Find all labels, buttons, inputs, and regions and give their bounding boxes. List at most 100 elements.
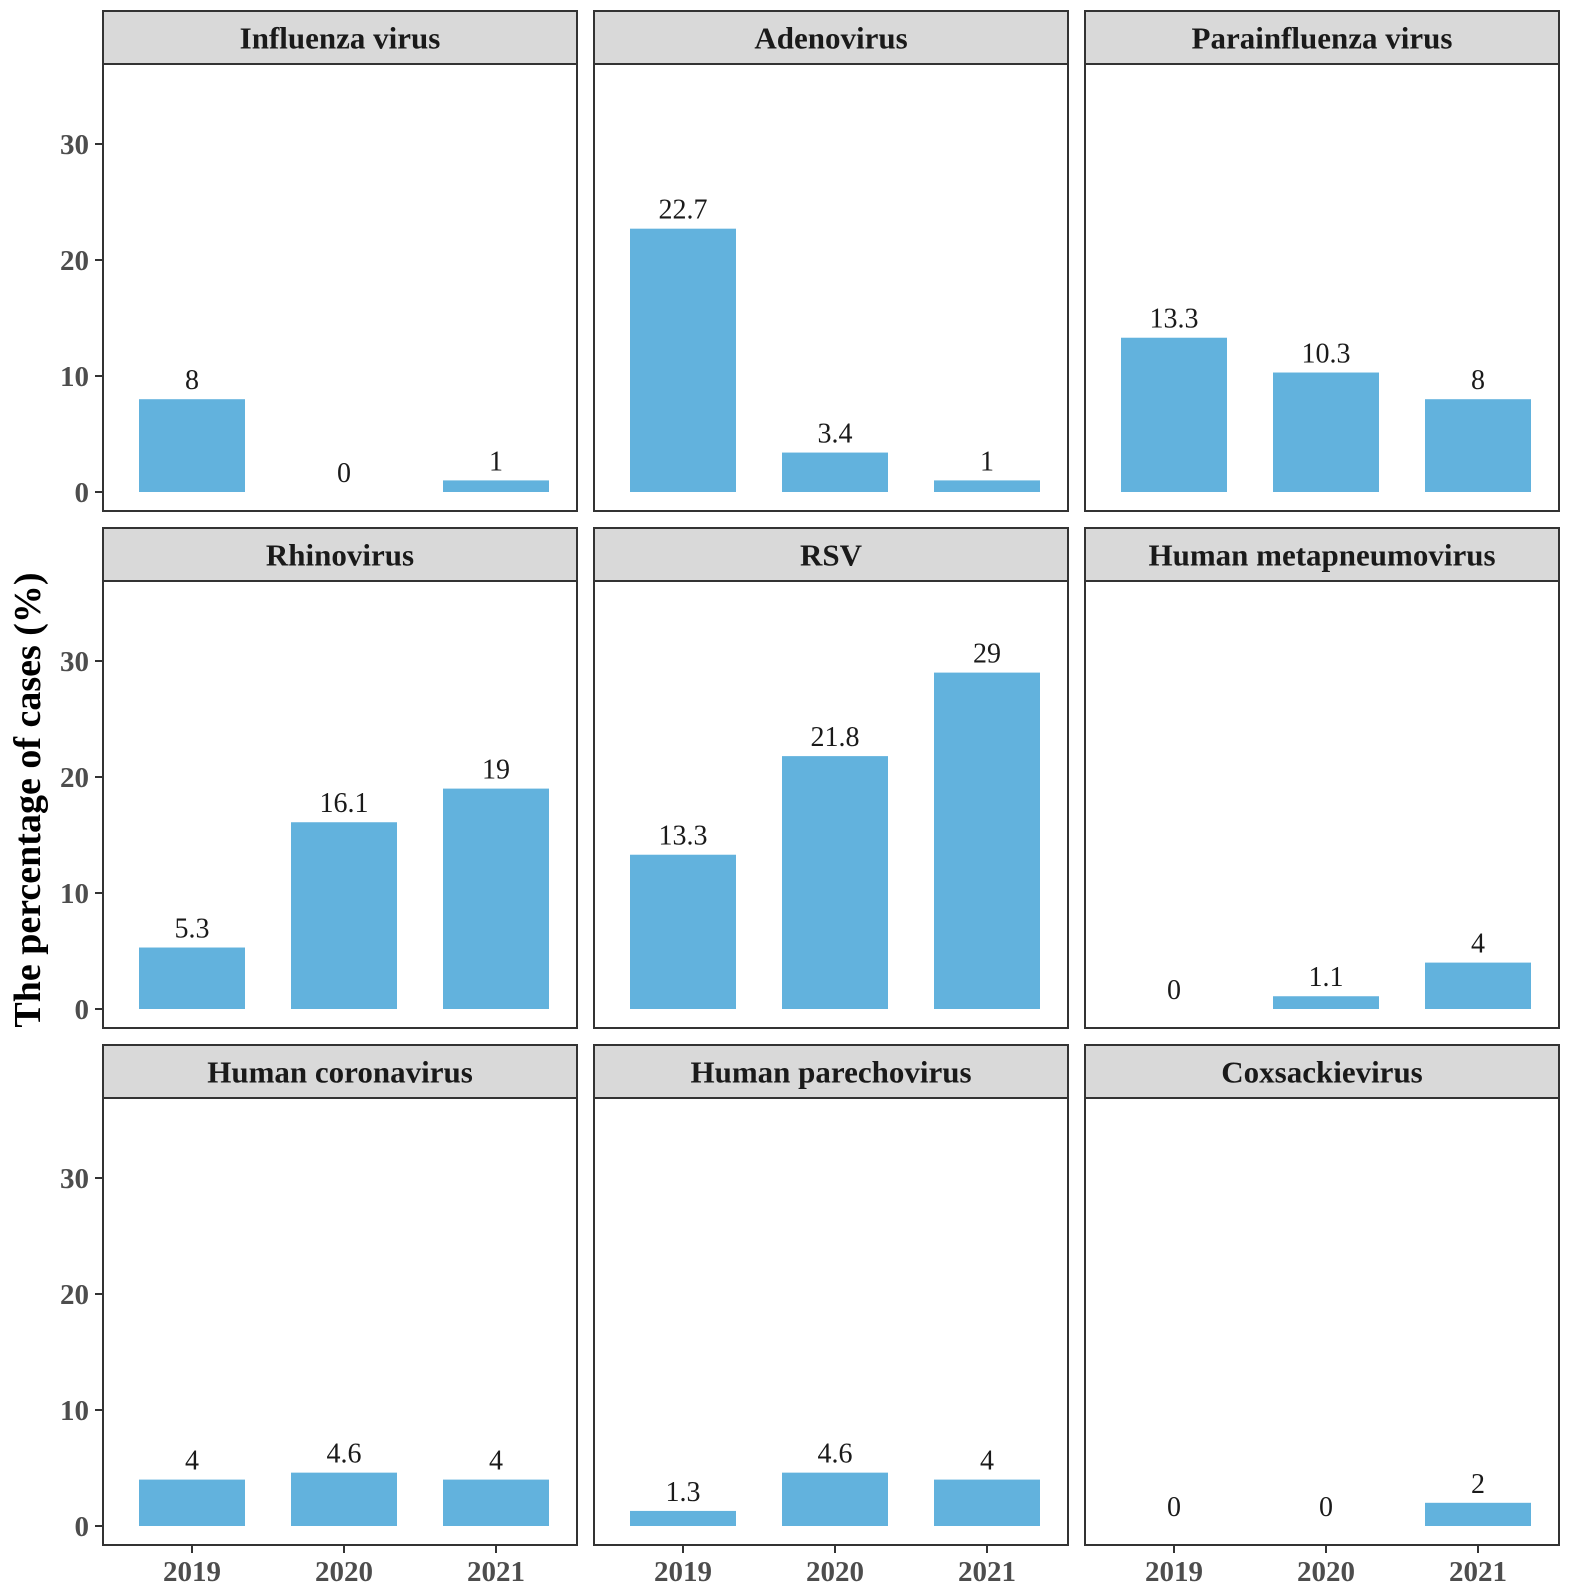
bar [1425, 962, 1531, 1009]
data-label: 2 [1471, 1469, 1485, 1500]
data-label: 0 [1319, 1492, 1333, 1523]
bar [139, 399, 245, 492]
data-label: 1.1 [1309, 962, 1344, 993]
x-tick-label: 2020 [1297, 1556, 1355, 1584]
bar [1425, 399, 1531, 492]
y-tick-label: 20 [60, 245, 89, 277]
strip-background [1084, 10, 1560, 65]
y-tick-label: 10 [60, 1395, 89, 1427]
x-tick-label: 2021 [1449, 1556, 1507, 1584]
strip-title: Human parechovirus [690, 1055, 971, 1090]
strip-background [102, 10, 578, 65]
data-label: 13.3 [1150, 304, 1199, 335]
bar [443, 788, 549, 1009]
x-tick-label: 2019 [163, 1556, 221, 1584]
x-tick-label: 2020 [806, 1556, 864, 1584]
data-label: 22.7 [659, 195, 708, 226]
y-tick-label: 30 [60, 646, 89, 678]
x-tick-label: 2019 [1145, 1556, 1203, 1584]
data-label: 1.3 [666, 1477, 701, 1508]
bar [139, 1479, 245, 1526]
y-tick-label: 10 [60, 361, 89, 393]
data-label: 8 [1471, 365, 1485, 396]
plot-area [102, 1097, 578, 1546]
data-label: 3.4 [818, 419, 853, 450]
strip-background [102, 527, 578, 582]
bar [443, 1479, 549, 1526]
strip-background [593, 10, 1069, 65]
bar [934, 672, 1040, 1009]
strip-title: Adenovirus [754, 21, 907, 56]
facet-panel: Parainfluenza virus 13.3 10.3 8 [1084, 10, 1560, 512]
strip-title: Parainfluenza virus [1192, 21, 1453, 56]
facet-panel: Adenovirus 22.7 3.4 1 [593, 10, 1069, 512]
facet-panel: Human metapneumovirus 0 1.1 4 [1084, 527, 1560, 1029]
bar [782, 452, 888, 492]
y-tick-label: 0 [75, 477, 90, 509]
data-label: 4.6 [818, 1439, 853, 1470]
plot-area [1084, 1097, 1560, 1546]
bar [630, 1510, 736, 1526]
y-tick-label: 20 [60, 1279, 89, 1311]
data-label: 19 [482, 755, 510, 786]
y-tick-label: 30 [60, 129, 89, 161]
x-tick-label: 2021 [467, 1556, 525, 1584]
facet-panel: RSV 13.3 21.8 29 [593, 527, 1069, 1029]
strip-background [1084, 527, 1560, 582]
bar [1273, 372, 1379, 492]
plot-area [1084, 580, 1560, 1029]
y-tick-label: 30 [60, 1163, 89, 1195]
facet-panel: Coxsackievirus 0 0 2 2019 2020 2021 [1084, 1044, 1560, 1584]
strip-title: Human coronavirus [207, 1055, 473, 1090]
y-axis-title: The percentage of cases (%) [7, 572, 49, 1027]
bar [782, 1472, 888, 1526]
facet-panel: Rhinovirus 5.3 16.1 19 0 10 20 30 [60, 527, 578, 1029]
x-tick-label: 2020 [315, 1556, 373, 1584]
bar [630, 228, 736, 492]
y-tick-label: 0 [75, 994, 90, 1026]
bar [443, 480, 549, 492]
facet-panel: Human parechovirus 1.3 4.6 4 2019 2020 2021 [593, 1044, 1069, 1584]
data-label: 5.3 [175, 914, 210, 945]
strip-title: Human metapneumovirus [1148, 538, 1495, 573]
data-label: 0 [1167, 1492, 1181, 1523]
data-label: 4 [489, 1446, 503, 1477]
strip-background [1084, 1044, 1560, 1099]
data-label: 0 [1167, 975, 1181, 1006]
data-label: 8 [185, 365, 199, 396]
y-tick-label: 0 [75, 1511, 90, 1543]
data-label: 1 [980, 446, 994, 477]
facet-panel: Human coronavirus 4 4.6 4 0 10 20 30 2019 2020 202… [60, 1044, 578, 1584]
x-tick-label: 2019 [654, 1556, 712, 1584]
bar [782, 756, 888, 1009]
data-label: 4 [980, 1446, 994, 1477]
strip-title: Influenza virus [240, 21, 441, 56]
data-label: 29 [973, 639, 1001, 670]
bar [1425, 1502, 1531, 1526]
bar [1121, 337, 1227, 492]
bar [934, 1479, 1040, 1526]
bar [934, 480, 1040, 492]
data-label: 4.6 [327, 1439, 362, 1470]
data-label: 4 [1471, 929, 1485, 960]
strip-title: Rhinovirus [266, 538, 414, 573]
bar [1273, 996, 1379, 1009]
strip-background [593, 1044, 1069, 1099]
strip-title: RSV [800, 538, 863, 573]
x-tick-label: 2021 [958, 1556, 1016, 1584]
data-label: 21.8 [811, 722, 860, 753]
y-tick-label: 20 [60, 762, 89, 794]
strip-title: Coxsackievirus [1221, 1055, 1423, 1090]
bar [291, 822, 397, 1009]
bar [291, 1472, 397, 1526]
data-label: 0 [337, 458, 351, 489]
bar [630, 854, 736, 1009]
bar [139, 947, 245, 1009]
y-tick-label: 10 [60, 878, 89, 910]
data-label: 16.1 [320, 788, 369, 819]
data-label: 1 [489, 446, 503, 477]
plot-area [593, 1097, 1069, 1546]
